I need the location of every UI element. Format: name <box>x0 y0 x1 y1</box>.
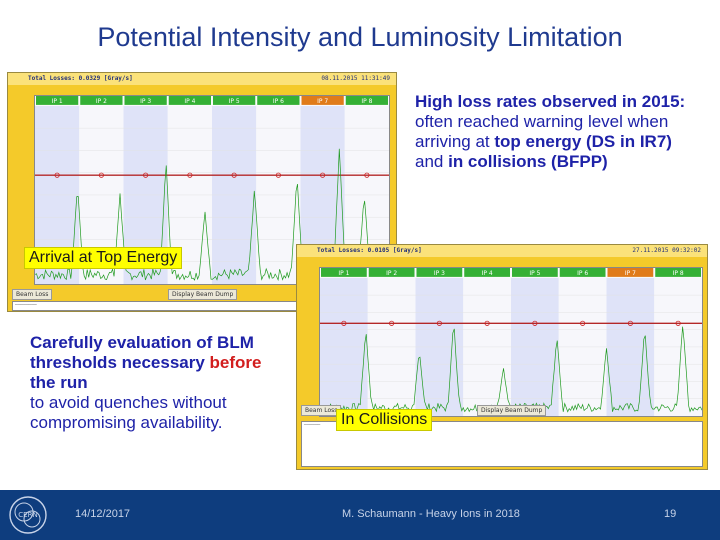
ip-header-cell <box>345 96 389 105</box>
ip-label: IP 5 <box>229 98 240 105</box>
ip-marker <box>436 320 442 326</box>
note-emphasis: Carefully evaluation of BLM thresholds n… <box>30 333 254 372</box>
blm-screenshot-collisions: Total Losses: 0.0105 [Gray/s] 27.11.2015… <box>296 244 708 470</box>
ip-marker <box>341 320 347 326</box>
note-emphasis: the run <box>30 373 88 392</box>
ip-marker <box>320 172 326 178</box>
callout-collisions: In Collisions <box>336 409 433 431</box>
ip-label: IP 2 <box>386 270 397 277</box>
slide-title: Potential Intensity and Luminosity Limit… <box>97 22 623 52</box>
footer-author: M. Schaumann - Heavy Ions in 2018 <box>342 508 520 520</box>
footer-date: 14/12/2017 <box>75 508 131 520</box>
ip-marker <box>389 320 395 326</box>
ip-marker <box>532 320 538 326</box>
ip-header-cell <box>655 268 702 277</box>
footer-bar: CERN 14/12/2017 M. Schaumann - Heavy Ion… <box>0 490 720 540</box>
ip-header-cell <box>257 96 300 105</box>
cern-logo: CERN <box>9 496 47 534</box>
callout-top-energy: Arrival at Top Energy <box>24 247 183 269</box>
total-losses-label: Total Losses: 0.0105 [Gray/s] <box>317 247 422 254</box>
ip-marker <box>580 320 586 326</box>
loss-plot: IP 1 IP 2 IP 3 IP 4 IP 5 IP 6 IP 7 IP 8 <box>319 267 703 417</box>
ip-label: IP 3 <box>434 270 445 277</box>
ip-header-cell <box>368 268 415 277</box>
ip-marker <box>231 172 237 178</box>
svg-text:CERN: CERN <box>18 511 37 519</box>
ip-label: IP 6 <box>577 270 588 277</box>
ip-label: IP 8 <box>673 270 684 277</box>
note-emphasis: High loss rates observed in 2015: <box>415 92 686 111</box>
ip-label: IP 5 <box>529 270 540 277</box>
total-losses-label: Total Losses: 0.0329 [Gray/s] <box>28 75 133 82</box>
ip-header-cell <box>301 96 344 105</box>
ip-header-cell <box>168 96 212 105</box>
panel-header: Total Losses: 0.0105 [Gray/s] 27.11.2015… <box>297 245 707 257</box>
ip-marker <box>627 320 633 326</box>
note-text: to avoid quenches without compromising a… <box>30 393 227 432</box>
ip-header-cell <box>559 268 606 277</box>
log-line: ────── <box>304 423 321 428</box>
display-beam-dump-checkbox[interactable]: Display Beam Dump <box>168 289 238 300</box>
ip-marker <box>187 172 193 178</box>
ip-marker <box>98 172 104 178</box>
page-number: 19 <box>664 508 677 520</box>
loss-plot-svg: IP 1 IP 2 IP 3 IP 4 IP 5 IP 6 IP 7 IP 8 <box>320 268 702 416</box>
ip-label: IP 4 <box>482 270 493 277</box>
ip-header-cell <box>212 96 256 105</box>
ip-marker <box>143 172 149 178</box>
ip-header-cell <box>416 268 463 277</box>
ip-label: IP 1 <box>52 98 63 105</box>
ip-marker <box>675 320 681 326</box>
ip-header-cell <box>35 96 79 105</box>
note-text: often reached warning level when arrivin… <box>415 112 669 151</box>
beam-loss-button[interactable]: Beam Loss <box>12 289 53 300</box>
ip-marker <box>275 172 281 178</box>
ip-marker <box>364 172 370 178</box>
ip-label: IP 4 <box>184 98 195 105</box>
ip-label: IP 6 <box>273 98 284 105</box>
ip-label: IP 3 <box>140 98 151 105</box>
note-high-loss-rates: High loss rates observed in 2015: often … <box>415 92 705 172</box>
ip-header-cell <box>124 96 167 105</box>
note-text: and <box>415 152 449 171</box>
timestamp-label: 27.11.2015 09:32:02 <box>632 247 701 254</box>
ip-header-cell <box>511 268 558 277</box>
ip-marker <box>484 320 490 326</box>
ip-header-cell <box>80 96 123 105</box>
ip-label: IP 7 <box>625 270 636 277</box>
note-blm-thresholds: Carefully evaluation of BLM thresholds n… <box>30 333 280 433</box>
note-emphasis-red: before <box>209 353 262 372</box>
note-emphasis: top energy (DS in IR7) <box>494 132 672 151</box>
note-emphasis: in collisions (BFPP) <box>448 152 608 171</box>
log-line: ──────── <box>15 303 37 308</box>
ip-header-cell <box>320 268 367 277</box>
panel-header: Total Losses: 0.0329 [Gray/s] 08.11.2015… <box>8 73 396 85</box>
ip-marker <box>54 172 60 178</box>
ip-label: IP 7 <box>317 98 328 105</box>
display-beam-dump-checkbox[interactable]: Display Beam Dump <box>477 405 547 416</box>
ip-label: IP 8 <box>361 98 372 105</box>
ip-header-cell <box>464 268 511 277</box>
ip-header-cell <box>607 268 654 277</box>
timestamp-label: 08.11.2015 11:31:49 <box>321 75 390 82</box>
ip-label: IP 1 <box>338 270 349 277</box>
ip-label: IP 2 <box>96 98 107 105</box>
